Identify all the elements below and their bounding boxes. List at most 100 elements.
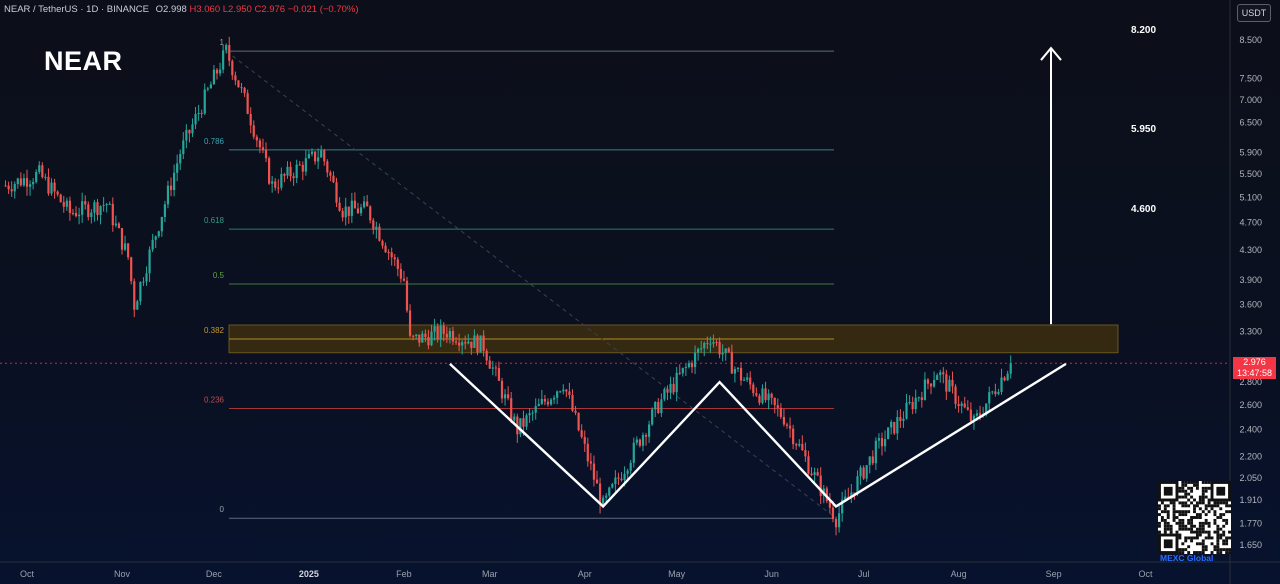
qr-module (1178, 489, 1182, 493)
candle-body (546, 401, 550, 405)
candle-body (684, 367, 687, 369)
qr-module (1193, 481, 1196, 484)
qr-module (1222, 530, 1226, 534)
candle-body (583, 436, 586, 444)
qr-module (1190, 521, 1194, 525)
qr-module (1204, 507, 1208, 511)
qr-module (1184, 504, 1188, 508)
qr-module (1181, 495, 1185, 499)
candle-body (896, 417, 899, 434)
candle-body (552, 397, 556, 400)
qr-module (1201, 486, 1205, 490)
candle-body (320, 150, 323, 158)
candle-body (396, 259, 399, 269)
y-tick-label: 5.100 (1239, 192, 1262, 202)
candle-body (243, 87, 246, 94)
qr-module (1204, 486, 1208, 490)
qr-module (1184, 501, 1188, 505)
candle-body (638, 439, 642, 446)
qr-module (1228, 530, 1231, 534)
qr-module (1225, 539, 1229, 543)
candle-body (68, 200, 72, 213)
candle-body (295, 164, 298, 179)
qr-module (1184, 524, 1188, 528)
candle-body (93, 202, 96, 213)
candle-body (35, 171, 38, 182)
candle-body (375, 226, 378, 230)
candle-body (595, 479, 599, 484)
candle-body (749, 377, 752, 385)
qr-module (1181, 504, 1185, 508)
candle-body (74, 212, 78, 217)
candle-body (142, 281, 145, 283)
last-price: 2.976 (1243, 357, 1266, 367)
candle-body (831, 507, 835, 519)
candle-body (84, 201, 87, 205)
qr-module (1204, 495, 1208, 499)
candle-body (969, 409, 972, 422)
candle-body (451, 330, 455, 342)
qr-module (1178, 495, 1182, 499)
qr-module (1172, 516, 1176, 519)
qr-module (1187, 498, 1191, 502)
candle-body (488, 360, 491, 369)
candle-body (923, 379, 927, 400)
currency-button[interactable]: USDT (1237, 4, 1271, 22)
candle-body (513, 416, 516, 421)
qr-module (1204, 504, 1208, 508)
qr-module (1201, 510, 1205, 514)
candle-body (77, 214, 81, 217)
candle-body (936, 375, 939, 380)
candle-body (154, 236, 157, 240)
candle-body (978, 413, 982, 416)
candle-body (693, 352, 697, 368)
qr-module (1187, 492, 1191, 496)
candle-body (647, 424, 651, 437)
candle-body (99, 206, 102, 216)
candle-body (767, 393, 770, 401)
candle-body (660, 399, 663, 413)
candle-body (313, 151, 317, 162)
qr-module (1184, 539, 1188, 543)
candle-body (225, 45, 228, 51)
qr-module (1210, 536, 1214, 540)
candle-body (580, 430, 583, 437)
candle-body (249, 113, 252, 126)
candle-body (819, 475, 822, 496)
candle-body (329, 172, 332, 176)
bar-countdown: 13:47:58 (1236, 368, 1273, 378)
qr-module (1213, 530, 1217, 534)
candle-body (215, 69, 219, 74)
qr-module (1219, 536, 1223, 540)
qr-module (1222, 513, 1226, 517)
candle-body (387, 252, 390, 254)
candle-body (727, 348, 730, 352)
qr-module (1198, 524, 1202, 528)
qr-module (1175, 516, 1179, 519)
y-tick-label: 3.300 (1239, 326, 1262, 336)
candle-body (742, 379, 746, 381)
candle-body (44, 176, 47, 178)
qr-module (1225, 504, 1229, 508)
qr-module (1160, 516, 1164, 519)
candle-body (559, 391, 562, 393)
qr-module (1216, 542, 1220, 546)
qr-module (1213, 504, 1217, 508)
candle-body (816, 472, 819, 476)
qr-module (1204, 536, 1208, 540)
qr-code (1158, 481, 1231, 554)
qr-module (1187, 521, 1191, 525)
qr-module (1184, 495, 1188, 499)
qr-module (1178, 548, 1182, 552)
qr-module (1201, 545, 1205, 549)
candle-body (353, 200, 357, 209)
chart-title: NEAR (44, 46, 123, 76)
qr-module (1193, 524, 1196, 528)
candle-body (261, 147, 265, 150)
qr-module (1158, 524, 1161, 528)
candle-body (393, 257, 396, 260)
symbol-header: NEAR / TetherUS · 1D · BINANCE O2.998 H3… (4, 4, 359, 15)
candle-body (436, 326, 439, 339)
